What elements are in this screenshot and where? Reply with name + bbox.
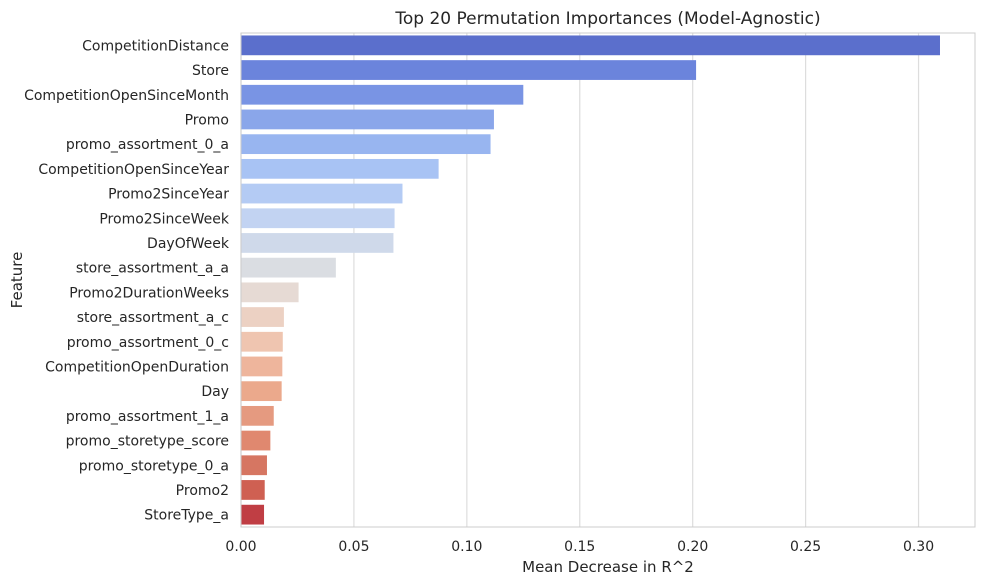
y-tick-label: promo_assortment_1_a	[66, 409, 229, 425]
y-tick-label: Day	[201, 384, 229, 400]
y-axis-title: Feature	[8, 252, 26, 309]
y-tick-label: promo_storetype_0_a	[79, 458, 229, 474]
bar	[241, 282, 299, 303]
x-tick-label: 0.00	[225, 539, 256, 555]
y-tick-label: StoreType_a	[144, 508, 229, 524]
y-tick-label: Promo2DurationWeeks	[69, 285, 229, 301]
bar	[241, 60, 697, 80]
y-tick-label: Promo2SinceWeek	[99, 211, 230, 227]
bar	[241, 331, 283, 352]
bar	[241, 183, 403, 204]
bar	[241, 257, 336, 278]
bar	[241, 109, 494, 130]
x-tick-label: 0.15	[564, 539, 595, 555]
gridlines	[240, 33, 920, 527]
x-axis-title: Mean Decrease in R^2	[522, 558, 694, 576]
bar	[241, 455, 267, 476]
bar	[241, 405, 274, 426]
bar	[241, 356, 283, 377]
bar	[241, 430, 271, 451]
bar	[241, 381, 282, 402]
bar	[241, 134, 491, 155]
y-tick-label: CompetitionOpenSinceYear	[38, 162, 229, 178]
bar	[241, 158, 439, 179]
y-tick-label: CompetitionOpenSinceMonth	[24, 88, 229, 104]
x-tick-label: 0.25	[790, 539, 821, 555]
bar	[241, 84, 524, 105]
y-tick-label: Promo2	[176, 483, 229, 499]
y-tick-label: Promo2SinceYear	[108, 187, 229, 203]
chart-title: Top 20 Permutation Importances (Model-Ag…	[394, 9, 820, 29]
y-tick-label: DayOfWeek	[147, 236, 230, 252]
y-tick-label: Store	[192, 63, 229, 79]
y-tick-label: CompetitionDistance	[82, 38, 229, 54]
bar	[241, 480, 265, 500]
x-tick-labels: 0.00 0.05 0.10 0.15 0.20 0.25 0.30	[225, 539, 934, 555]
bar	[241, 233, 394, 253]
x-tick-label: 0.05	[338, 539, 369, 555]
x-tick-label: 0.20	[677, 539, 708, 555]
bar	[241, 307, 284, 327]
bar	[241, 504, 265, 525]
plot-frame	[240, 32, 976, 528]
bar	[241, 208, 395, 229]
y-tick-label: store_assortment_a_c	[77, 310, 229, 326]
y-tick-label: Promo	[185, 112, 229, 128]
y-tick-label: CompetitionOpenDuration	[45, 359, 229, 375]
x-tick-label: 0.10	[451, 539, 482, 555]
y-tick-label: store_assortment_a_a	[76, 261, 229, 277]
bar	[241, 35, 940, 56]
y-tick-label: promo_assortment_0_c	[67, 335, 229, 351]
bars	[241, 35, 940, 525]
y-tick-label: promo_assortment_0_a	[66, 137, 229, 153]
y-tick-label: promo_storetype_score	[66, 434, 229, 450]
y-tick-labels: CompetitionDistance Store CompetitionOpenS…	[24, 38, 230, 523]
x-tick-label: 0.30	[903, 539, 934, 555]
